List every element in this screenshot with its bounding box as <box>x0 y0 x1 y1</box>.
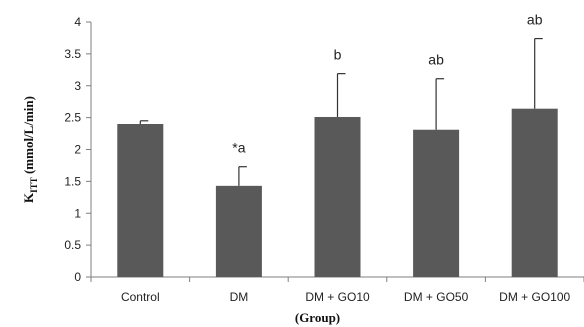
significance-label: ab <box>527 12 543 28</box>
x-category-label: Control <box>121 290 160 304</box>
y-axis-title-text: KITT (mmol/L/min) <box>21 96 39 203</box>
bar <box>413 129 460 277</box>
y-axis-title-unit: (mmol/L/min) <box>21 96 36 177</box>
y-tick-label: 0 <box>74 270 81 284</box>
y-tick-label: 4 <box>74 15 81 29</box>
y-tick-label: 0.5 <box>64 238 81 252</box>
y-tick-label: 3.5 <box>64 47 81 61</box>
x-category-label: DM + GO50 <box>404 290 469 304</box>
y-tick-label: 2 <box>74 143 81 157</box>
x-category-label: DM + GO100 <box>499 290 570 304</box>
y-axis-title: KITT (mmol/L/min) <box>21 96 39 203</box>
bar <box>215 185 262 277</box>
y-tick-label: 1 <box>74 206 81 220</box>
significance-label: *a <box>232 140 245 156</box>
y-tick-label: 1.5 <box>64 174 81 188</box>
x-category-label: DM + GO10 <box>305 290 370 304</box>
bar <box>314 116 361 277</box>
significance-label: ab <box>428 52 444 68</box>
bar <box>511 108 558 277</box>
bar <box>117 124 164 277</box>
y-tick-label: 3 <box>74 79 81 93</box>
plot-area: 0 0.5 1 1.5 2 2.5 3 3.5 4 Control DM *a DM + GO10 b DM… <box>64 12 584 304</box>
y-tick-label: 2.5 <box>64 111 81 125</box>
x-axis-title: (Group) <box>295 310 340 325</box>
y-axis-title-main: K <box>21 192 36 203</box>
y-axis-title-subscript: ITT <box>29 177 39 193</box>
x-category-label: DM <box>230 290 249 304</box>
significance-label: b <box>334 47 342 63</box>
